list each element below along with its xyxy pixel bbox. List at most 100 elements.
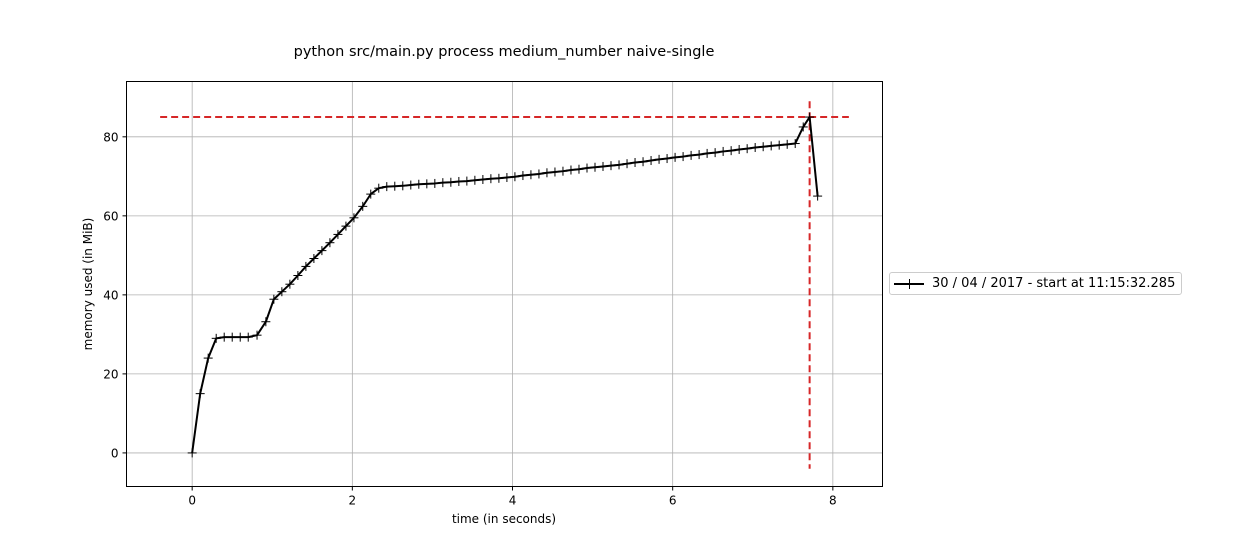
data-point <box>269 294 279 304</box>
x-tick-label: 4 <box>509 494 517 508</box>
y-axis-label: memory used (in MiB) <box>81 218 95 351</box>
data-point <box>798 122 808 132</box>
plot-frame <box>126 81 883 487</box>
data-point <box>606 161 616 171</box>
data-point <box>187 448 197 458</box>
data-point <box>349 213 359 223</box>
y-tick-label: 80 <box>103 130 118 144</box>
y-axis: 0 20 40 60 80 <box>103 130 127 460</box>
data-point <box>750 142 760 152</box>
data-point <box>446 177 456 187</box>
legend-label: 30 / 04 / 2017 - start at 11:15:32.285 <box>932 276 1176 291</box>
data-point <box>622 159 632 169</box>
data-point <box>438 178 448 188</box>
y-tick-label: 20 <box>103 367 118 381</box>
data-point <box>454 176 464 186</box>
series-layer <box>187 112 823 458</box>
data-point <box>734 144 744 154</box>
legend-swatch <box>894 278 924 290</box>
grid <box>126 81 883 487</box>
data-point <box>261 317 271 327</box>
data-point <box>654 154 664 164</box>
x-tick-label: 0 <box>188 494 196 508</box>
data-point <box>317 246 327 256</box>
data-point <box>574 164 584 174</box>
data-point <box>374 183 384 193</box>
data-point <box>406 180 416 190</box>
data-point <box>678 152 688 162</box>
data-point <box>614 160 624 170</box>
data-point <box>510 172 520 182</box>
data-point <box>694 150 704 160</box>
data-point <box>702 148 712 158</box>
y-tick-label: 40 <box>103 288 118 302</box>
data-point <box>252 330 262 340</box>
data-point <box>742 144 752 154</box>
x-tick-label: 2 <box>349 494 357 508</box>
data-point <box>301 261 311 271</box>
data-point <box>550 167 560 177</box>
data-point <box>414 179 424 189</box>
data-point <box>325 238 335 248</box>
data-point <box>766 141 776 151</box>
data-point <box>590 162 600 172</box>
data-point <box>211 333 221 343</box>
data-point <box>470 175 480 185</box>
data-point <box>366 189 376 199</box>
data-point <box>670 152 680 162</box>
data-point <box>686 150 696 160</box>
data-point <box>638 157 648 167</box>
data-point <box>203 353 213 363</box>
data-point <box>494 173 504 183</box>
data-point <box>195 389 205 399</box>
data-point <box>534 169 544 179</box>
data-point <box>462 176 472 186</box>
data-point <box>285 279 295 289</box>
data-point <box>518 171 528 181</box>
data-point <box>790 139 800 149</box>
data-point <box>582 163 592 173</box>
data-point <box>542 168 552 178</box>
legend: 30 / 04 / 2017 - start at 11:15:32.285 <box>889 272 1183 295</box>
data-point <box>813 191 823 201</box>
data-point <box>566 165 576 175</box>
data-point <box>758 142 768 152</box>
reference-lines <box>160 101 849 469</box>
data-point <box>341 221 351 231</box>
data-point <box>219 332 229 342</box>
series-line <box>191 116 819 454</box>
x-axis: 0 2 4 6 8 <box>188 486 837 508</box>
data-point <box>227 332 237 342</box>
data-point <box>598 161 608 171</box>
data-point <box>710 148 720 158</box>
chart-title: python src/main.py process medium_number… <box>294 44 715 60</box>
data-point <box>422 179 432 189</box>
data-point <box>333 229 343 239</box>
data-point <box>390 181 400 191</box>
data-point <box>486 174 496 184</box>
data-point <box>382 182 392 192</box>
data-point <box>502 173 512 183</box>
data-point <box>558 166 568 176</box>
data-point <box>782 139 792 149</box>
data-point <box>430 178 440 188</box>
data-point <box>662 154 672 164</box>
data-point <box>805 112 815 122</box>
data-point <box>526 170 536 180</box>
y-tick-label: 0 <box>111 446 119 460</box>
data-point <box>774 140 784 150</box>
data-point <box>726 146 736 156</box>
data-point <box>630 158 640 167</box>
y-tick-label: 60 <box>103 209 118 223</box>
x-tick-label: 6 <box>669 494 677 508</box>
data-point <box>277 287 287 297</box>
data-point <box>478 174 488 184</box>
data-point <box>235 332 245 342</box>
data-point <box>309 254 319 264</box>
x-axis-label: time (in seconds) <box>452 512 556 526</box>
x-tick-label: 8 <box>829 494 837 508</box>
data-point <box>358 201 368 211</box>
data-point <box>243 332 253 342</box>
data-point <box>718 146 728 156</box>
